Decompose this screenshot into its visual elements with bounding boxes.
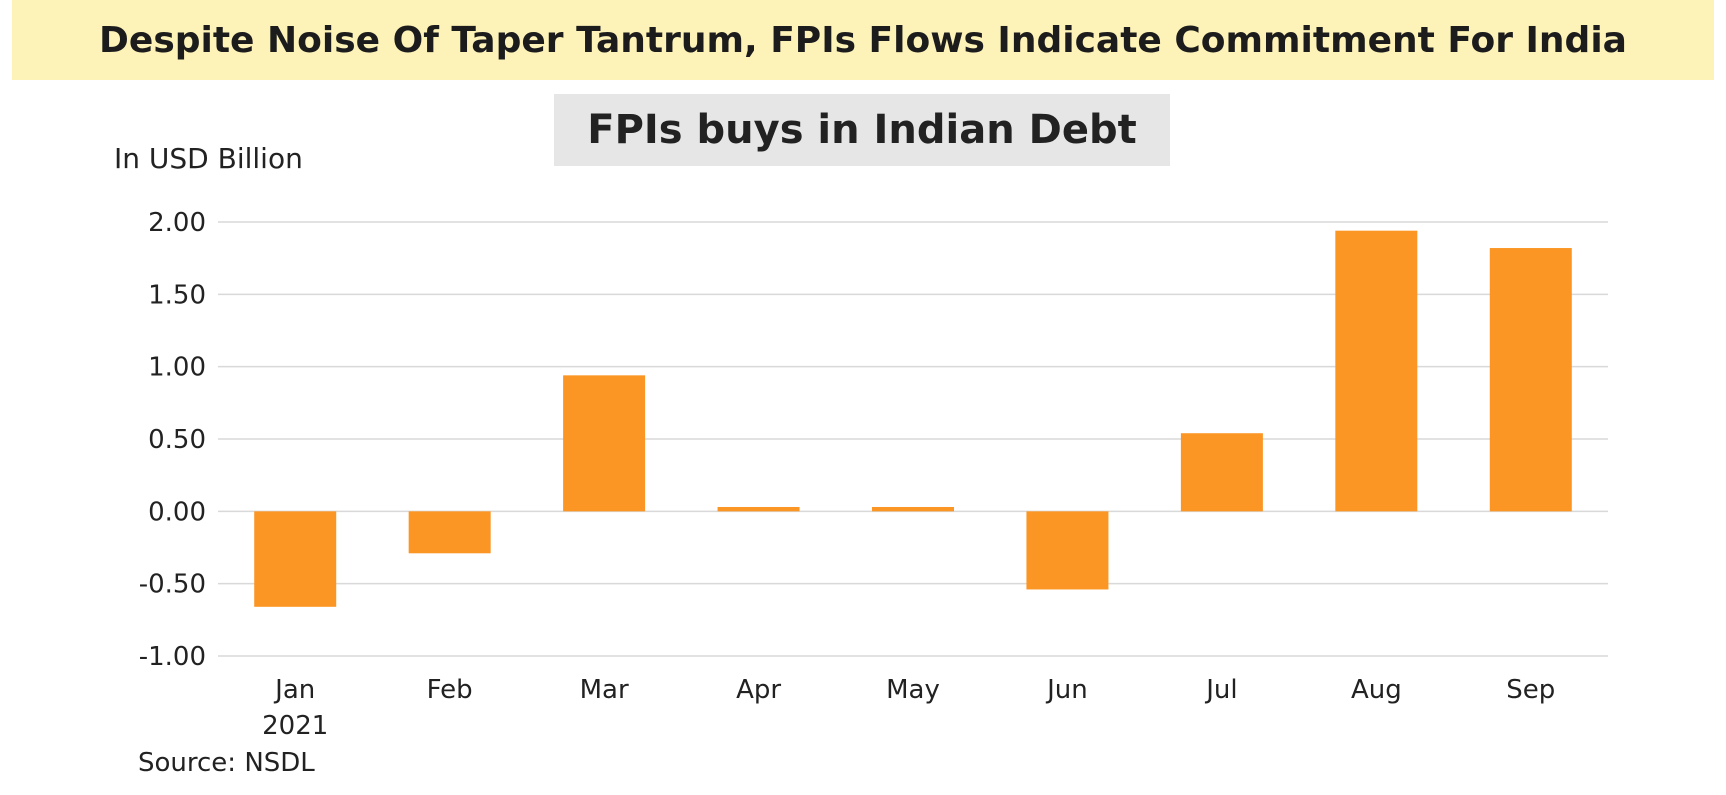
x-tick-label: May — [886, 675, 940, 705]
bar-may — [872, 506, 954, 512]
bar-aug — [1335, 230, 1418, 512]
y-tick-label: 0.00 — [148, 497, 206, 527]
y-tick-label: -0.50 — [139, 570, 206, 600]
x-tick-label: Mar — [580, 675, 629, 705]
bar-apr — [717, 506, 800, 512]
y-tick-label: 1.00 — [148, 353, 206, 383]
banner-title: Despite Noise Of Taper Tantrum, FPIs Flo… — [12, 0, 1714, 80]
bar-jun — [1026, 511, 1109, 590]
y-axis-unit-label: In USD Billion — [114, 142, 303, 175]
x-axis-ticks: Jan 2021 Feb Mar Apr May Jun Jul Aug Sep — [262, 675, 1555, 741]
bar-mar — [563, 375, 646, 512]
chart-title: FPIs buys in Indian Debt — [554, 94, 1170, 166]
y-tick-label: 1.50 — [148, 280, 206, 310]
x-tick-label: Apr — [736, 675, 781, 705]
x-tick-label: Feb — [427, 675, 473, 705]
bars — [254, 230, 1572, 607]
bar-sep — [1489, 248, 1572, 512]
x-tick-sublabel: 2021 — [262, 711, 328, 741]
y-tick-label: 0.50 — [148, 425, 206, 455]
x-tick-label: Jan — [273, 675, 315, 705]
y-axis-ticks: -1.00 -0.50 0.00 0.50 1.00 1.50 2.00 — [139, 208, 206, 672]
x-tick-label: Sep — [1506, 675, 1555, 705]
y-tick-label: -1.00 — [139, 642, 206, 672]
bar-feb — [408, 511, 491, 554]
x-tick-label: Aug — [1351, 675, 1402, 705]
x-tick-label: Jul — [1204, 675, 1237, 705]
bar-jul — [1180, 433, 1263, 512]
y-tick-label: 2.00 — [148, 208, 206, 238]
source-note: Source: NSDL — [138, 748, 315, 778]
bar-jan — [254, 511, 337, 607]
x-tick-label: Jun — [1045, 675, 1088, 705]
